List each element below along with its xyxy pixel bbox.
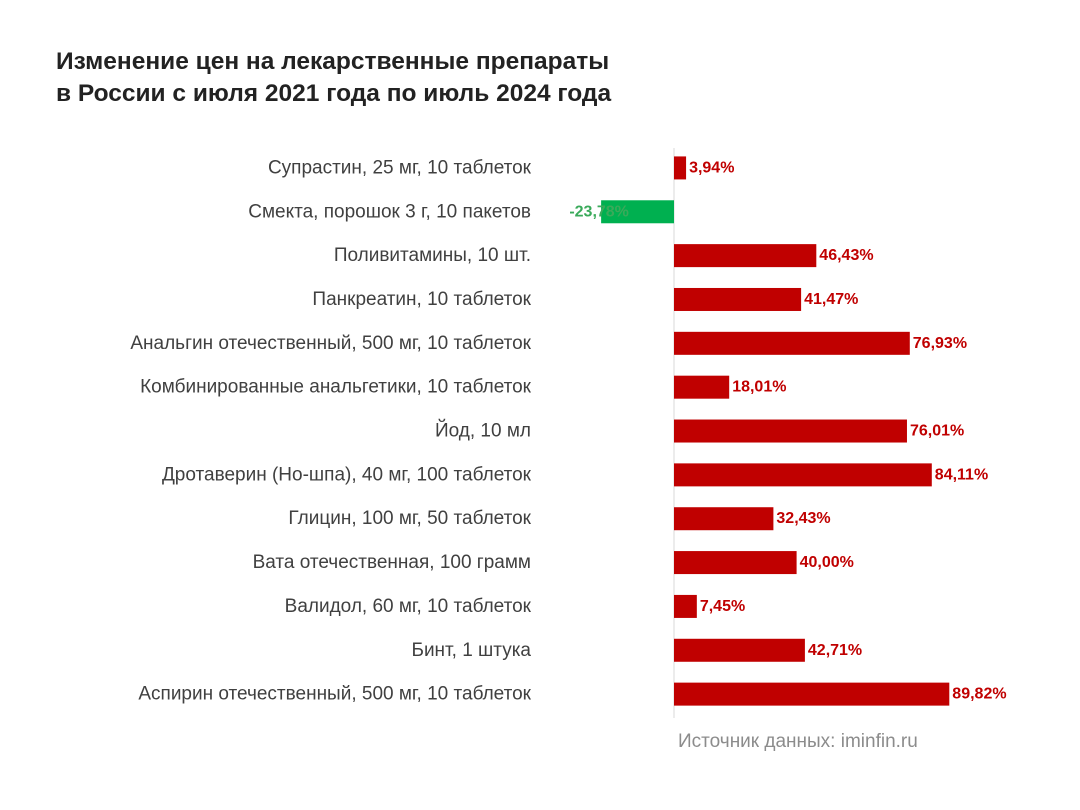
category-label: Анальгин отечественный, 500 мг, 10 табле… — [130, 333, 531, 354]
category-label: Валидол, 60 мг, 10 таблеток — [285, 596, 532, 617]
bar — [674, 419, 907, 443]
data-label: 46,43% — [819, 247, 873, 264]
bar — [674, 244, 817, 268]
bar — [674, 507, 774, 531]
bar — [674, 682, 950, 706]
chart-title-line-2: в России с июля 2021 года по июль 2024 г… — [56, 80, 612, 107]
bar — [674, 287, 802, 311]
category-label: Панкреатин, 10 таблеток — [312, 289, 531, 310]
data-label: 40,00% — [800, 554, 854, 571]
data-label: 32,43% — [776, 510, 830, 527]
category-label: Супрастин, 25 мг, 10 таблеток — [268, 157, 532, 178]
bar — [674, 463, 932, 487]
category-label: Аспирин отечественный, 500 мг, 10 таблет… — [138, 684, 531, 705]
category-label: Комбинированные анальгетики, 10 таблеток — [140, 377, 532, 398]
category-label: Глицин, 100 мг, 50 таблеток — [288, 508, 531, 529]
bar — [601, 200, 674, 224]
data-label: 18,01% — [732, 379, 786, 396]
bar — [674, 156, 687, 180]
data-label: 76,01% — [910, 423, 964, 440]
data-label: -23,78% — [569, 203, 629, 220]
data-label: 41,47% — [804, 291, 858, 308]
chart-title-line-1: Изменение цен на лекарственные препараты — [56, 48, 610, 75]
category-label: Бинт, 1 штука — [411, 640, 531, 661]
bar — [674, 375, 730, 399]
category-label: Поливитамины, 10 шт. — [334, 245, 531, 266]
category-label: Дротаверин (Но-шпа), 40 мг, 100 таблеток — [162, 464, 532, 485]
category-label: Йод, 10 мл — [435, 420, 531, 442]
source-note: Источник данных: iminfin.ru — [678, 731, 918, 752]
chart-title: Изменение цен на лекарственные препараты… — [56, 46, 611, 110]
data-label: 84,11% — [935, 466, 988, 483]
category-label: Смекта, порошок 3 г, 10 пакетов — [248, 201, 531, 222]
data-label: 3,94% — [689, 159, 734, 176]
bar — [674, 638, 805, 662]
category-label: Вата отечественная, 100 грамм — [253, 552, 531, 573]
data-label: 7,45% — [700, 598, 745, 615]
bar — [674, 551, 797, 575]
data-label: 89,82% — [952, 686, 1006, 703]
bar — [674, 594, 697, 618]
bar — [674, 331, 910, 355]
data-label: 76,93% — [913, 335, 967, 352]
data-label: 42,71% — [808, 642, 862, 659]
